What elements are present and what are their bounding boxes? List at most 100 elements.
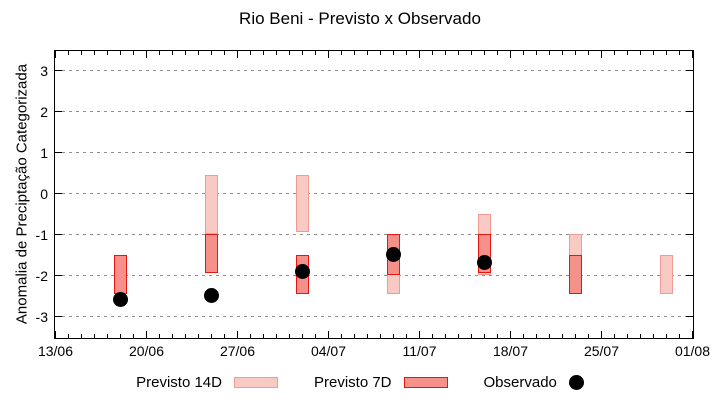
x-minor-tick	[210, 333, 212, 338]
x-minor-tick	[548, 333, 550, 338]
previsto-7d-bar	[204, 234, 218, 274]
gridline	[55, 274, 693, 276]
x-minor-tick	[184, 333, 186, 338]
x-minor-tick	[223, 333, 225, 338]
gridline	[55, 193, 693, 194]
previsto-7d-swatch	[403, 377, 448, 388]
y-tick-label: -1	[35, 226, 48, 243]
x-minor-tick	[535, 333, 537, 338]
x-minor-tick	[613, 333, 615, 338]
x-minor-tick	[522, 333, 524, 338]
x-minor-tick	[275, 333, 277, 338]
previsto-14d-bar	[659, 254, 673, 294]
y-major-tick	[686, 152, 693, 154]
y-major-tick	[686, 111, 693, 113]
x-tick-label: 04/07	[310, 343, 347, 359]
x-minor-tick	[561, 333, 563, 338]
y-major-tick	[55, 70, 62, 72]
y-major-tick	[686, 70, 693, 72]
x-minor-tick	[106, 333, 108, 338]
observado-dot	[385, 247, 401, 263]
x-minor-tick	[262, 50, 264, 55]
x-minor-tick	[392, 50, 394, 55]
x-minor-tick	[639, 50, 641, 55]
observado-dot	[294, 263, 310, 279]
y-major-tick	[686, 315, 693, 317]
x-minor-tick	[314, 50, 316, 55]
x-minor-tick	[171, 50, 173, 55]
x-minor-tick	[210, 50, 212, 55]
gridline	[55, 70, 693, 72]
x-minor-tick	[639, 333, 641, 338]
y-major-tick	[55, 111, 62, 113]
x-minor-tick	[405, 333, 407, 338]
x-minor-tick	[483, 333, 485, 338]
x-tick-label: 13/06	[37, 343, 74, 359]
x-major-tick	[145, 50, 147, 58]
x-minor-tick	[314, 333, 316, 338]
x-major-tick	[691, 330, 693, 338]
x-major-tick	[418, 330, 420, 338]
x-minor-tick	[626, 333, 628, 338]
x-minor-tick	[158, 50, 160, 55]
x-minor-tick	[366, 333, 368, 338]
x-minor-tick	[132, 50, 134, 55]
x-tick-label: 20/06	[128, 343, 165, 359]
observado-dot	[203, 288, 219, 304]
x-major-tick	[509, 50, 511, 58]
x-major-tick	[327, 330, 329, 338]
x-minor-tick	[379, 333, 381, 338]
plot-area	[54, 49, 694, 339]
observado-legend-dot-icon	[568, 375, 584, 390]
x-minor-tick	[275, 50, 277, 55]
y-major-tick	[55, 193, 62, 194]
y-major-tick	[55, 152, 62, 154]
x-minor-tick	[431, 333, 433, 338]
x-minor-tick	[587, 50, 589, 55]
y-major-tick	[686, 274, 693, 276]
x-minor-tick	[574, 50, 576, 55]
x-minor-tick	[249, 333, 251, 338]
x-minor-tick	[457, 50, 459, 55]
x-major-tick	[691, 50, 693, 58]
x-minor-tick	[106, 50, 108, 55]
x-minor-tick	[288, 50, 290, 55]
y-tick-label: 0	[40, 186, 48, 202]
x-minor-tick	[678, 50, 680, 55]
x-minor-tick	[392, 333, 394, 338]
x-minor-tick	[197, 50, 199, 55]
x-minor-tick	[288, 333, 290, 338]
x-minor-tick	[431, 50, 433, 55]
x-minor-tick	[535, 50, 537, 55]
x-tick-label: 11/07	[402, 343, 437, 359]
x-minor-tick	[444, 333, 446, 338]
x-minor-tick	[171, 333, 173, 338]
gridline	[55, 152, 693, 154]
x-major-tick	[509, 330, 511, 338]
x-minor-tick	[483, 50, 485, 55]
previsto-14d-bar	[295, 175, 309, 233]
x-minor-tick	[652, 333, 654, 338]
x-minor-tick	[353, 333, 355, 338]
gridline	[55, 315, 693, 317]
x-minor-tick	[366, 50, 368, 55]
x-minor-tick	[444, 50, 446, 55]
gridline	[55, 233, 693, 235]
legend-label-previsto-7d: Previsto 7D	[313, 374, 392, 391]
x-minor-tick	[67, 333, 69, 338]
x-major-tick	[236, 50, 238, 58]
x-minor-tick	[80, 50, 82, 55]
x-major-tick	[236, 330, 238, 338]
x-minor-tick	[379, 50, 381, 55]
x-major-tick	[327, 50, 329, 58]
x-minor-tick	[470, 50, 472, 55]
x-minor-tick	[626, 50, 628, 55]
previsto-7d-bar	[568, 254, 582, 294]
x-tick-label: 25/07	[583, 343, 620, 359]
x-minor-tick	[93, 333, 95, 338]
x-minor-tick	[301, 333, 303, 338]
x-tick-label: 18/07	[492, 343, 529, 359]
x-major-tick	[600, 50, 602, 58]
x-minor-tick	[262, 333, 264, 338]
